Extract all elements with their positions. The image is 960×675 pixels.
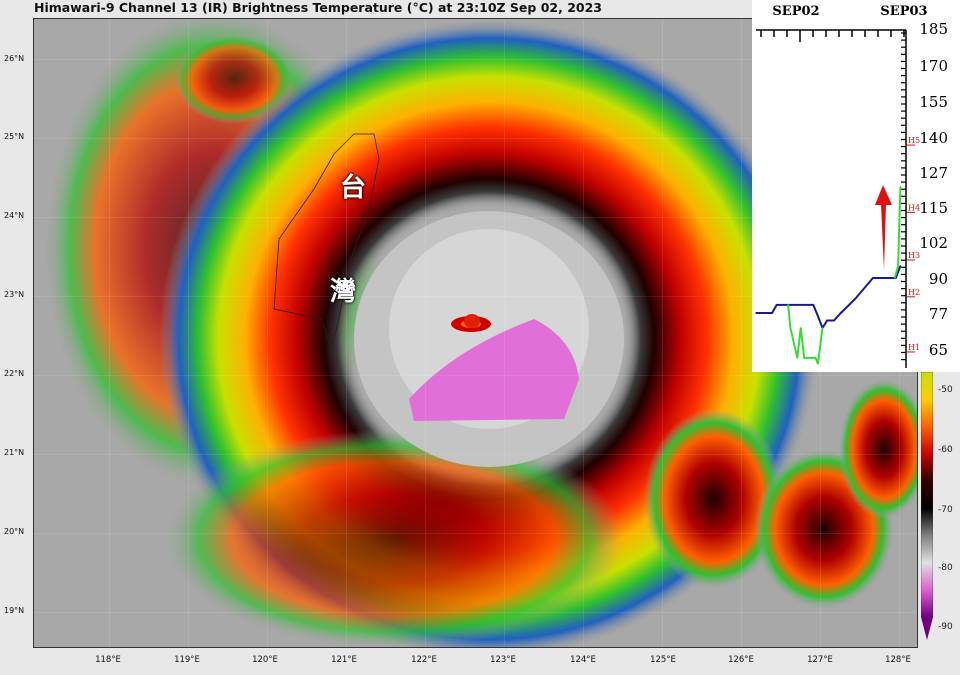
data-point — [840, 312, 842, 314]
annotation-wan: 灣 — [330, 277, 357, 307]
lon-label: 121°E — [331, 655, 357, 665]
data-point — [787, 304, 789, 306]
colorbar-label: -70 — [938, 505, 953, 515]
y-tick-label: 140 — [919, 129, 948, 147]
intensity-series-2 — [893, 186, 902, 279]
intensity-series-0 — [756, 265, 902, 331]
data-point — [821, 327, 824, 329]
lat-label: 25°N — [4, 132, 25, 141]
colorbar-label: -80 — [938, 563, 953, 573]
intensity-chart-inset: SEP02 SEP03 185 170 155 140 127 115 102 90 77 65 … — [752, 0, 960, 372]
lat-label: 19°N — [4, 606, 25, 615]
data-point — [771, 312, 773, 314]
data-point — [853, 298, 856, 301]
lon-label: 125°E — [650, 655, 676, 665]
category-label: H5 — [908, 136, 920, 145]
y-tick-label: 65 — [929, 341, 948, 359]
y-tick-label: 102 — [919, 234, 948, 252]
data-point — [826, 319, 828, 322]
data-point — [817, 362, 819, 365]
data-point — [899, 185, 902, 188]
data-point — [812, 304, 815, 306]
colorbar-label: -50 — [938, 385, 953, 395]
lon-label: 128°E — [885, 655, 911, 665]
y-tick-label: 185 — [919, 20, 948, 38]
lon-label: 127°E — [807, 655, 833, 665]
data-point — [893, 277, 896, 279]
data-point — [860, 290, 863, 293]
lon-label: 122°E — [411, 655, 437, 665]
colorbar-label: -90 — [938, 622, 953, 632]
lon-label: 123°E — [490, 655, 516, 665]
annotation-tai: 台 — [340, 173, 367, 203]
lat-label: 22°N — [4, 369, 25, 378]
data-point — [899, 265, 902, 267]
lon-label: 126°E — [728, 655, 754, 665]
data-point — [799, 327, 802, 329]
category-label: H4 — [908, 203, 920, 212]
lat-label: 23°N — [4, 290, 25, 299]
data-point — [897, 271, 899, 273]
y-tick-label: 77 — [929, 305, 948, 323]
category-label: H2 — [908, 288, 920, 297]
lat-label: 24°N — [4, 211, 25, 220]
image-title: Himawari-9 Channel 13 (IR) Brightness Te… — [34, 0, 602, 15]
colorbar-label: -60 — [938, 445, 953, 455]
data-point — [775, 304, 778, 306]
lon-label: 119°E — [174, 655, 200, 665]
temperature-colorbar — [920, 371, 934, 640]
data-point — [817, 315, 819, 317]
x-tick-label: SEP02 — [772, 4, 819, 19]
y-tick-label: 170 — [919, 57, 948, 75]
lat-label: 20°N — [4, 527, 25, 536]
category-label: H1 — [908, 343, 920, 352]
intensity-series-1 — [787, 304, 824, 365]
data-point — [789, 327, 792, 329]
data-point — [803, 357, 805, 359]
lon-label: 124°E — [570, 655, 596, 665]
data-point — [833, 319, 835, 322]
y-tick-label: 90 — [929, 270, 948, 288]
y-tick-label: 127 — [919, 164, 948, 182]
y-tick-label: 155 — [919, 93, 948, 111]
data-point — [796, 357, 799, 359]
intensification-arrow — [875, 185, 892, 270]
data-point — [872, 277, 874, 279]
data-point — [814, 357, 817, 359]
lat-label: 21°N — [4, 448, 25, 457]
data-point — [755, 312, 757, 314]
category-label: H3 — [908, 251, 920, 260]
lon-label: 120°E — [252, 655, 278, 665]
x-tick-label: SEP03 — [880, 4, 927, 19]
lon-label: 118°E — [95, 655, 121, 665]
data-point — [897, 265, 899, 267]
lat-label: 26°N — [4, 54, 25, 63]
intensity-chart: SEP02 SEP03 185170155140127115102907765 … — [755, 4, 948, 368]
y-tick-label: 115 — [919, 199, 948, 217]
